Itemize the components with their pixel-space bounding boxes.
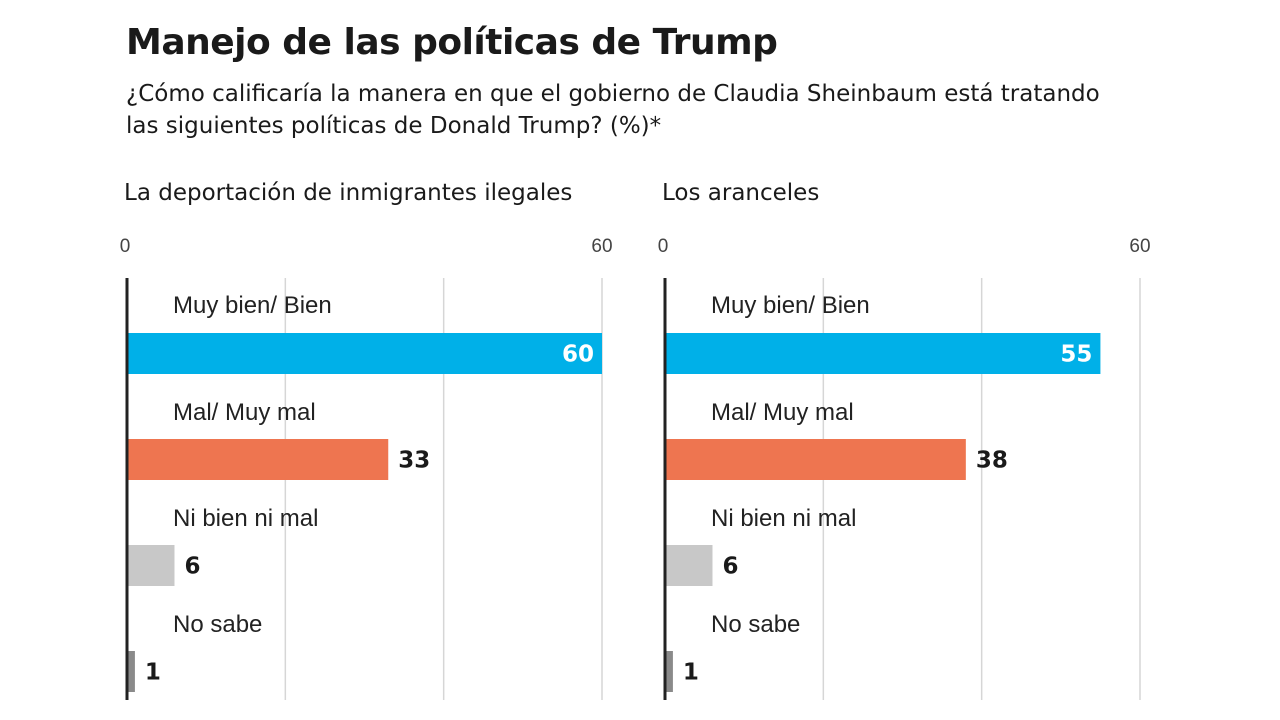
- panel-2-bar: [665, 439, 966, 480]
- panel-2-category-label: Muy bien/ Bien: [711, 292, 870, 319]
- panel-1-bar: [127, 545, 175, 586]
- panel-1-value-label: 60: [562, 342, 594, 368]
- panel-2-value-label: 38: [976, 448, 1008, 474]
- panel-2-tick-label: 0: [658, 236, 669, 257]
- panel-1-value-label: 33: [398, 448, 430, 474]
- panel-2-category-label: Mal/ Muy mal: [711, 399, 854, 426]
- panel-2-bar: [665, 333, 1101, 374]
- panel-2-value-label: 6: [723, 554, 739, 580]
- panel-1-category-label: Muy bien/ Bien: [173, 292, 332, 319]
- panel-1-bar: [127, 333, 602, 374]
- panel-2-category-label: Ni bien ni mal: [711, 505, 856, 532]
- panel-1-title: La deportación de inmigrantes ilegales: [124, 180, 572, 206]
- panel-2-bar: [665, 545, 713, 586]
- panel-2-tick-label: 60: [1129, 236, 1150, 257]
- panel-2-title: Los aranceles: [662, 180, 819, 206]
- chart-title: Manejo de las políticas de Trump: [126, 22, 778, 63]
- panel-2-value-label: 1: [683, 660, 699, 686]
- panel-1-category-label: Mal/ Muy mal: [173, 399, 316, 426]
- panel-1-tick-label: 60: [591, 236, 612, 257]
- panel-1-bar: [127, 651, 135, 692]
- panel-1-tick-label: 0: [120, 236, 131, 257]
- panel-2-value-label: 55: [1060, 342, 1092, 368]
- panel-1-category-label: No sabe: [173, 611, 262, 638]
- chart-subtitle: ¿Cómo calificaría la manera en que el go…: [126, 81, 1100, 139]
- panel-1-value-label: 1: [145, 660, 161, 686]
- panel-2-bar: [665, 651, 673, 692]
- panel-1-category-label: Ni bien ni mal: [173, 505, 318, 532]
- panel-1-value-label: 6: [185, 554, 201, 580]
- panel-2-category-label: No sabe: [711, 611, 800, 638]
- panel-1-bar: [127, 439, 389, 480]
